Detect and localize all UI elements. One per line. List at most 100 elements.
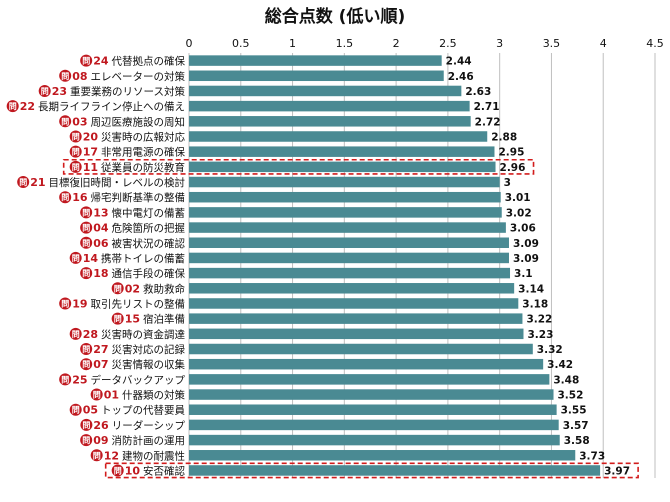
question-badge bbox=[69, 251, 82, 264]
data-label: 3.22 bbox=[526, 314, 552, 326]
x-tick-label: 0.5 bbox=[232, 37, 250, 50]
data-label: 3.42 bbox=[547, 359, 573, 371]
question-number: 24 bbox=[93, 55, 109, 68]
bar-26 bbox=[189, 419, 559, 431]
question-badge-text: 問 bbox=[82, 269, 90, 278]
data-label: 3.1 bbox=[514, 268, 533, 280]
bar-02 bbox=[189, 283, 515, 294]
category-label: 被害状況の確認 bbox=[112, 237, 186, 250]
question-number: 08 bbox=[72, 70, 87, 83]
question-badge bbox=[6, 100, 19, 113]
question-badge bbox=[69, 160, 82, 173]
category-label: データバックアップ bbox=[91, 373, 186, 386]
bar-03 bbox=[189, 116, 471, 127]
question-badge-text: 問 bbox=[9, 102, 17, 111]
bar-06 bbox=[189, 237, 509, 248]
question-number: 07 bbox=[93, 358, 108, 371]
question-badge bbox=[80, 358, 93, 371]
bar-16 bbox=[189, 191, 501, 203]
bar-12 bbox=[189, 450, 576, 461]
x-tick-label: 0 bbox=[186, 37, 193, 50]
data-label: 3.23 bbox=[527, 329, 553, 341]
question-badge-text: 問 bbox=[72, 148, 80, 157]
question-number: 19 bbox=[72, 297, 87, 310]
data-label: 3.02 bbox=[506, 207, 532, 219]
x-tick-label: 1.5 bbox=[336, 37, 354, 50]
bar-14 bbox=[189, 252, 509, 264]
category-label: 宿泊準備 bbox=[143, 313, 185, 326]
question-badge-text: 問 bbox=[82, 208, 90, 217]
data-label: 3.73 bbox=[579, 450, 605, 462]
question-badge bbox=[59, 115, 72, 128]
data-label: 3.57 bbox=[563, 420, 589, 432]
category-label: 通信手段の確保 bbox=[112, 267, 186, 280]
question-badge bbox=[111, 312, 124, 325]
question-number: 05 bbox=[83, 404, 98, 417]
x-tick-label: 2 bbox=[393, 37, 400, 50]
data-label: 3.09 bbox=[513, 253, 539, 265]
bar-23 bbox=[189, 85, 462, 97]
data-label: 3.32 bbox=[537, 344, 563, 356]
question-badge-text: 問 bbox=[114, 315, 122, 324]
data-label: 3.48 bbox=[553, 374, 579, 386]
question-badge-text: 問 bbox=[82, 345, 90, 354]
bar-05 bbox=[189, 404, 557, 415]
question-badge-text: 問 bbox=[114, 284, 122, 293]
category-label: 災害情報の収集 bbox=[112, 358, 186, 371]
bar-28 bbox=[189, 328, 524, 340]
question-badge bbox=[90, 449, 103, 462]
data-label: 2.96 bbox=[500, 162, 526, 174]
question-number: 04 bbox=[93, 222, 109, 235]
question-number: 20 bbox=[83, 130, 99, 143]
question-badge bbox=[111, 282, 124, 295]
category-label: 救助救命 bbox=[143, 282, 185, 295]
bar-18 bbox=[189, 267, 511, 279]
question-number: 03 bbox=[72, 115, 87, 128]
bar-24 bbox=[189, 55, 442, 66]
question-badge bbox=[59, 191, 72, 204]
question-number: 09 bbox=[93, 434, 108, 447]
bar-27 bbox=[189, 343, 533, 355]
question-badge-text: 問 bbox=[72, 254, 80, 263]
x-tick-label: 4 bbox=[600, 37, 607, 50]
question-badge bbox=[59, 373, 72, 386]
question-number: 10 bbox=[125, 464, 141, 477]
data-label: 3.01 bbox=[505, 192, 531, 204]
data-label: 2.88 bbox=[491, 131, 517, 143]
question-number: 12 bbox=[104, 449, 119, 462]
question-badge-text: 問 bbox=[82, 421, 90, 430]
question-badge-text: 問 bbox=[82, 224, 90, 233]
chart-title: 総合点数 (低い順) bbox=[264, 7, 406, 27]
data-label: 3.97 bbox=[604, 465, 630, 477]
data-label: 3.52 bbox=[558, 390, 584, 402]
question-badge bbox=[59, 297, 72, 310]
question-badge-text: 問 bbox=[72, 330, 80, 339]
question-badge-text: 問 bbox=[72, 132, 80, 141]
data-label: 2.46 bbox=[448, 71, 474, 83]
question-number: 26 bbox=[93, 419, 109, 432]
category-label: 周辺医療施設の周知 bbox=[91, 115, 186, 128]
bar-10 bbox=[189, 465, 601, 476]
question-badge bbox=[69, 145, 82, 158]
question-number: 28 bbox=[83, 328, 98, 341]
question-badge-text: 問 bbox=[61, 299, 69, 308]
question-badge bbox=[69, 327, 82, 340]
bar-13 bbox=[189, 207, 502, 218]
data-label: 2.72 bbox=[475, 116, 501, 128]
bar-15 bbox=[189, 313, 523, 324]
data-label: 3.58 bbox=[564, 435, 590, 447]
category-label: 重要業務のリソース対策 bbox=[70, 85, 185, 98]
data-label: 3.06 bbox=[510, 223, 536, 235]
question-badge-text: 問 bbox=[82, 436, 90, 445]
question-badge bbox=[80, 206, 93, 219]
data-label: 3.09 bbox=[513, 238, 539, 250]
bar-22 bbox=[189, 100, 470, 112]
x-tick-label: 3.5 bbox=[543, 37, 561, 50]
question-badge bbox=[80, 418, 93, 431]
category-label: 従業員の防災教育 bbox=[101, 161, 185, 174]
bar-11 bbox=[189, 161, 496, 173]
bar-25 bbox=[189, 374, 550, 385]
question-badge-text: 問 bbox=[82, 57, 90, 66]
question-number: 17 bbox=[83, 146, 98, 159]
